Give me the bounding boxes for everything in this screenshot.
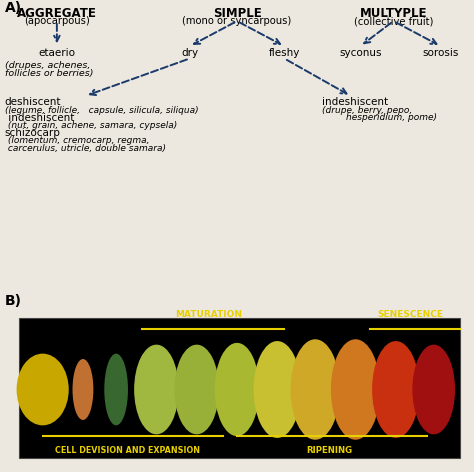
Text: etaerio: etaerio [38,48,75,58]
FancyBboxPatch shape [19,318,460,458]
Text: schizocarp: schizocarp [5,128,61,138]
Text: B): B) [5,295,22,308]
Ellipse shape [412,345,455,434]
Text: CELL DEVISION AND EXPANSION: CELL DEVISION AND EXPANSION [55,446,201,455]
Ellipse shape [174,345,219,434]
Text: dry: dry [181,48,198,58]
Text: indeshiscent: indeshiscent [322,97,389,108]
Text: syconus: syconus [339,48,382,58]
Ellipse shape [73,359,93,420]
Text: SENESCENCE: SENESCENCE [377,310,443,319]
Text: (lomentum, cremocarp, regma,: (lomentum, cremocarp, regma, [5,136,149,145]
Text: hesperidium, pome): hesperidium, pome) [346,113,437,122]
Text: fleshy: fleshy [269,48,300,58]
Ellipse shape [17,354,69,425]
Ellipse shape [104,354,128,425]
Ellipse shape [254,341,301,438]
Text: AGGREGATE: AGGREGATE [17,8,97,20]
Text: (collective fruit): (collective fruit) [354,16,433,26]
Ellipse shape [134,345,179,434]
Text: (mono or syncarpous): (mono or syncarpous) [182,16,292,26]
Text: A): A) [5,1,22,16]
Text: MATURATION: MATURATION [175,310,242,319]
Text: indeshiscent: indeshiscent [5,113,74,123]
Text: carcerulus, utricle, double samara): carcerulus, utricle, double samara) [5,143,166,152]
Ellipse shape [215,343,259,436]
Text: (legume, follicle,   capsule, silicula, siliqua): (legume, follicle, capsule, silicula, si… [5,106,198,115]
Text: MULTYPLE: MULTYPLE [360,8,427,20]
Ellipse shape [291,339,340,440]
Text: sorosis: sorosis [423,48,459,58]
Text: SIMPLE: SIMPLE [213,8,261,20]
Ellipse shape [331,339,380,440]
Text: (nut, grain, achene, samara, cypsela): (nut, grain, achene, samara, cypsela) [5,121,177,130]
Text: (drupe, berry, pepo,: (drupe, berry, pepo, [322,106,412,115]
Text: (drupes, achenes,: (drupes, achenes, [5,61,90,70]
Ellipse shape [372,341,419,438]
Text: deshiscent: deshiscent [5,97,61,108]
Text: follicles or berries): follicles or berries) [5,69,93,78]
Text: (apocarpous): (apocarpous) [24,16,90,26]
Text: RIPENING: RIPENING [306,446,353,455]
